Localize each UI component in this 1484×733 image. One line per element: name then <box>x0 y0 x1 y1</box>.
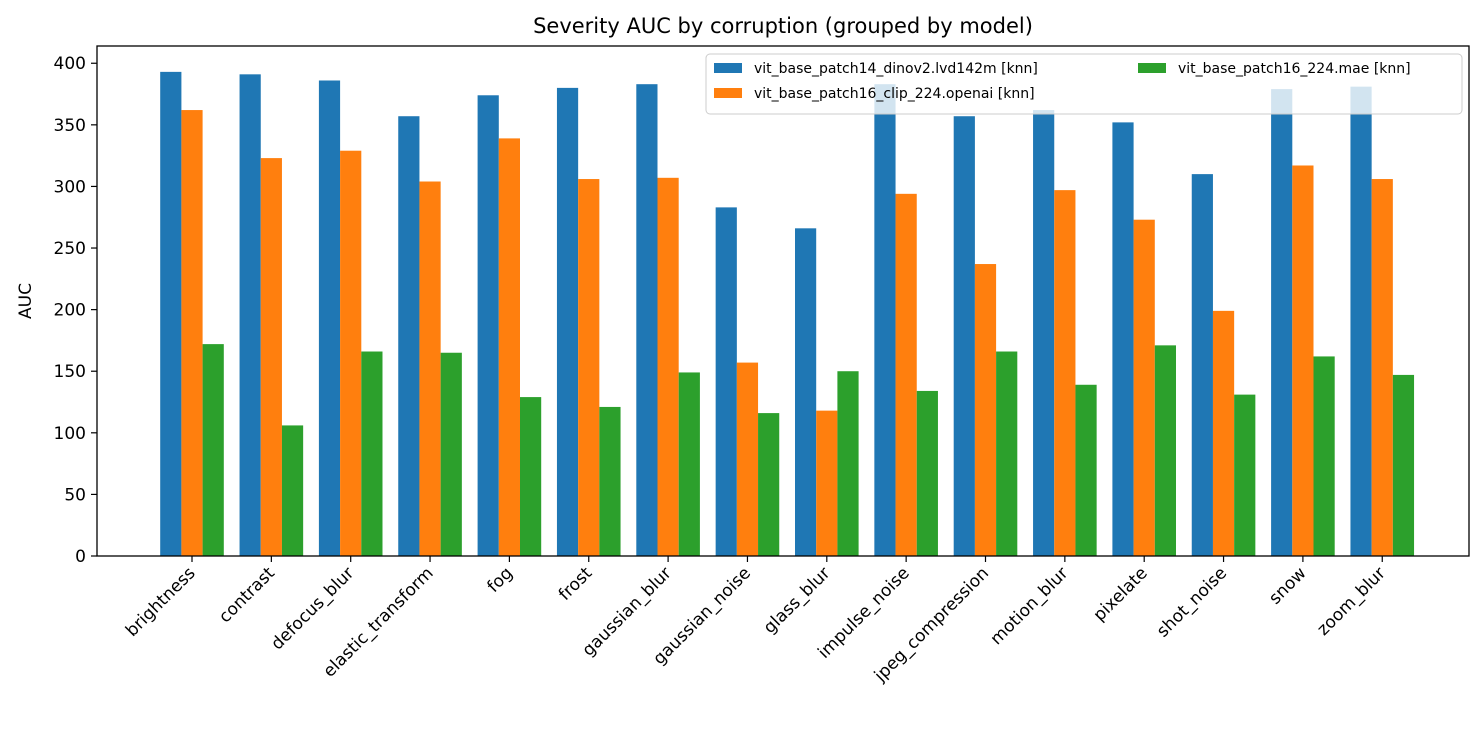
bar-0-1 <box>239 74 261 556</box>
legend: vit_base_patch14_dinov2.lvd142m [knn] vit… <box>705 53 1463 115</box>
bar-2-0 <box>202 344 224 556</box>
bar-1-12 <box>1133 219 1155 556</box>
bar-1-3 <box>419 181 441 556</box>
x-tick-label-15: zoom_blur <box>1313 563 1389 639</box>
bar-2-9 <box>916 390 938 556</box>
bar-0-5 <box>556 87 579 556</box>
legend-swatch-1 <box>714 88 742 98</box>
y-tick-label-0: 0 <box>75 547 86 567</box>
bar-2-5 <box>599 406 621 556</box>
bar-0-0 <box>160 71 182 557</box>
bar-2-11 <box>1075 384 1097 556</box>
bar-0-15 <box>1350 86 1372 557</box>
y-tick-label-8: 400 <box>54 54 86 74</box>
bar-2-8 <box>837 371 859 556</box>
bar-1-10 <box>974 264 997 556</box>
y-tick-label-3: 150 <box>54 362 86 382</box>
x-tick-label-11: motion_blur <box>987 563 1073 649</box>
chart-title: Severity AUC by corruption (grouped by m… <box>533 14 1033 38</box>
bar-2-13 <box>1234 394 1256 556</box>
legend-swatch-2 <box>1138 63 1166 73</box>
bar-0-6 <box>636 84 658 556</box>
legend-box <box>705 53 1463 115</box>
bar-1-4 <box>498 138 520 556</box>
bar-0-14 <box>1271 89 1293 557</box>
bar-0-7 <box>715 207 737 556</box>
bar-0-2 <box>318 80 341 557</box>
bar-1-1 <box>260 158 282 556</box>
bar-2-15 <box>1392 374 1415 556</box>
bar-1-9 <box>895 193 917 556</box>
bar-0-13 <box>1191 174 1213 556</box>
bars <box>160 71 1415 557</box>
legend-swatch-0 <box>714 63 742 73</box>
bar-2-7 <box>758 413 780 556</box>
y-tick-label-4: 200 <box>54 301 86 321</box>
x-axis: brightness contrastdefocus_blurelastic_tr… <box>122 556 1390 686</box>
bar-2-2 <box>361 351 383 556</box>
bar-0-4 <box>477 95 499 556</box>
legend-label-2: vit_base_patch16_224.mae [knn] <box>1178 61 1411 77</box>
bar-1-5 <box>578 179 600 557</box>
bar-2-4 <box>520 397 542 556</box>
x-tick-label-5: frost <box>555 563 597 605</box>
x-tick-label-8: glass_blur <box>760 563 835 638</box>
y-tick-label-1: 50 <box>64 485 86 505</box>
x-tick-label-13: shot_noise <box>1153 563 1231 641</box>
x-tick-label-0: brightness <box>122 563 200 641</box>
x-tick-label-12: pixelate <box>1090 563 1152 625</box>
bar-1-6 <box>657 177 679 556</box>
x-tick-label-4: fog <box>484 563 517 596</box>
y-axis-label: AUC <box>16 283 36 319</box>
legend-label-1: vit_base_patch16_clip_224.openai [knn] <box>754 86 1035 102</box>
bar-0-11 <box>1033 110 1055 556</box>
bar-1-8 <box>816 410 838 556</box>
plot-frame <box>96 45 1470 557</box>
bar-2-6 <box>678 372 700 556</box>
bar-1-0 <box>181 110 203 556</box>
bar-2-14 <box>1313 356 1335 556</box>
x-tick-label-2: defocus_blur <box>267 563 358 654</box>
bar-1-2 <box>340 150 362 556</box>
legend-label-0: vit_base_patch14_dinov2.lvd142m [knn] <box>754 61 1038 77</box>
bar-1-13 <box>1212 310 1235 556</box>
bar-1-14 <box>1292 165 1314 557</box>
y-axis: 0 50 100 150 200 250 300 350 400 <box>54 54 97 567</box>
bar-2-12 <box>1154 345 1176 556</box>
x-tick-label-14: snow <box>1265 563 1310 608</box>
bar-2-1 <box>281 425 304 556</box>
bar-2-3 <box>440 352 462 556</box>
bar-1-11 <box>1054 190 1076 556</box>
bar-1-15 <box>1371 179 1393 557</box>
y-tick-label-6: 300 <box>54 177 86 197</box>
bar-0-8 <box>795 228 817 556</box>
bar-1-7 <box>736 362 759 556</box>
bar-0-3 <box>398 116 420 556</box>
bar-0-10 <box>953 116 975 556</box>
bar-0-9 <box>874 84 896 556</box>
y-tick-label-2: 100 <box>54 424 86 444</box>
bar-0-12 <box>1112 122 1134 556</box>
bar-2-10 <box>996 351 1018 556</box>
x-tick-label-1: contrast <box>215 563 279 627</box>
y-tick-label-5: 250 <box>54 239 86 259</box>
y-tick-label-7: 350 <box>54 116 86 136</box>
